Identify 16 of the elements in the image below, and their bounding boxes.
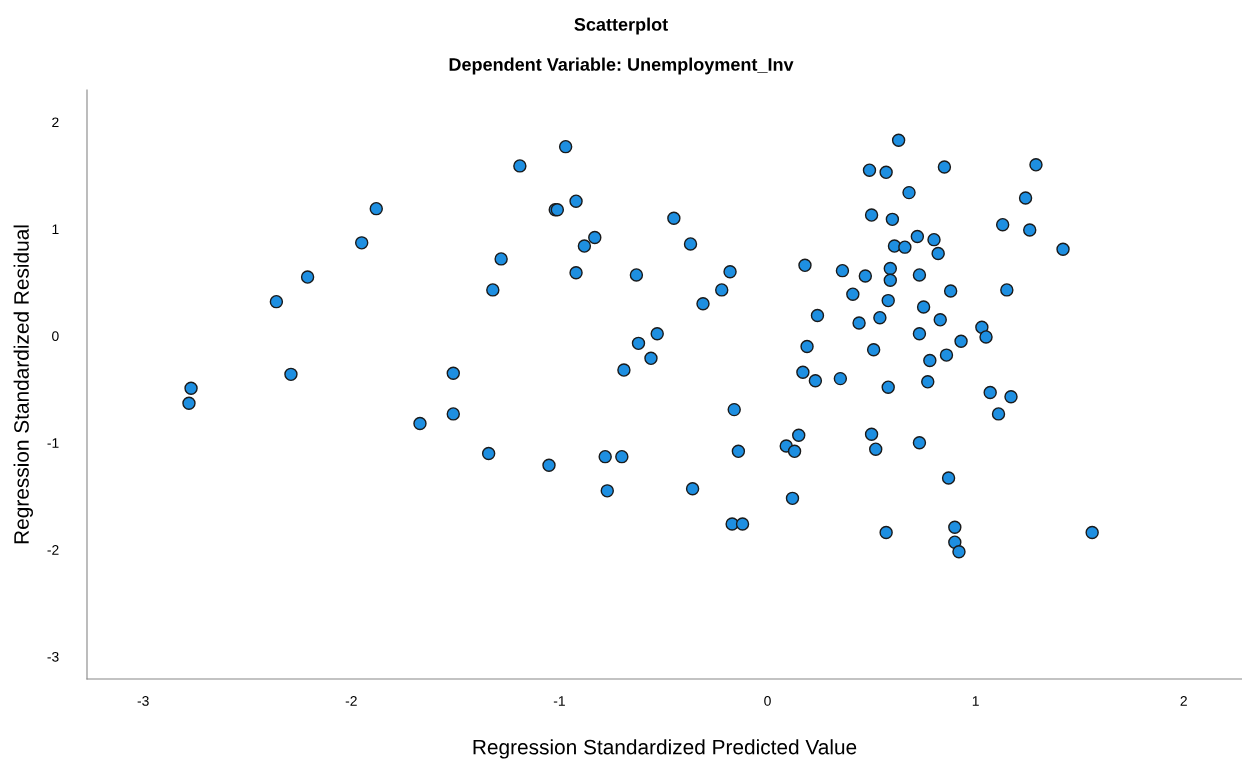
y-tick-label: 2 [52, 117, 59, 128]
chart-title: Scatterplot [574, 17, 668, 35]
y-tick-label: -3 [47, 651, 59, 662]
y-tick-label: 0 [52, 331, 59, 342]
y-tick-label: -2 [47, 544, 59, 555]
x-axis-title: Regression Standardized Predicted Value [473, 739, 857, 759]
x-tick-label: 2 [1180, 696, 1187, 706]
y-tick-label: -1 [47, 438, 59, 448]
x-tick-label: -3 [137, 696, 149, 706]
x-tick-label: 1 [972, 696, 979, 706]
x-tick-label: -2 [345, 696, 357, 706]
chart-subtitle: Dependent Variable: Unemployment_Inv [449, 57, 794, 75]
y-axis-title: Regression Standardized Residual [13, 225, 33, 544]
x-tick-label: 0 [764, 696, 771, 706]
y-tick-label: 1 [52, 224, 59, 234]
x-tick-label: -1 [553, 696, 565, 706]
